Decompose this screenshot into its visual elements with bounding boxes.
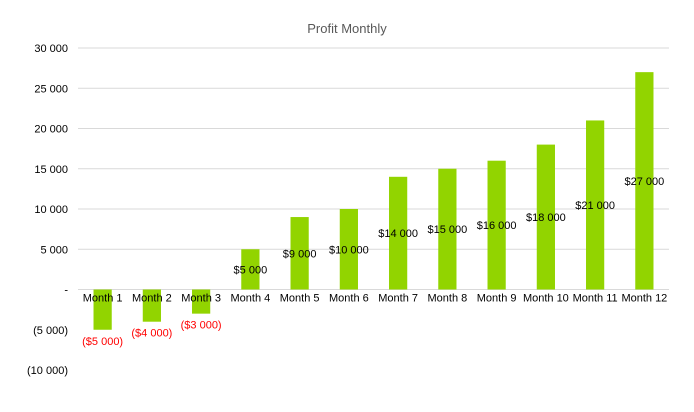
category-label: Month 7 (378, 293, 418, 305)
data-label: $21 000 (575, 200, 615, 212)
y-tick-label: 15 000 (34, 164, 68, 176)
y-axis: 30 000 25 000 20 000 15 000 10 000 5 000 - (5 0… (27, 43, 68, 377)
bar (536, 144, 555, 290)
y-tick-label: (10 000) (27, 365, 68, 377)
bar (438, 168, 457, 290)
bar (290, 217, 309, 290)
gridlines (78, 47, 669, 290)
data-label: $14 000 (378, 228, 418, 240)
y-tick-label: 10 000 (34, 204, 68, 216)
y-tick-label: - (64, 285, 68, 297)
bar (339, 209, 358, 290)
category-label: Month 11 (573, 293, 618, 305)
bar (635, 72, 654, 290)
data-label: $5 000 (234, 264, 268, 276)
data-label: $15 000 (427, 224, 467, 236)
data-label: $16 000 (477, 220, 517, 232)
y-tick-label: 5 000 (40, 244, 68, 256)
data-label: $9 000 (283, 248, 317, 260)
data-labels: ($5 000) ($4 000) ($3 000) $5 000 $9 000 $10 … (82, 176, 664, 348)
bar (241, 249, 260, 290)
data-label: ($5 000) (82, 336, 123, 348)
data-label: $18 000 (526, 212, 566, 224)
data-label: $27 000 (624, 176, 664, 188)
bar (487, 160, 506, 290)
x-axis: Month 1 Month 2 Month 3 Month 4 Month 5 Month… (83, 293, 668, 305)
category-label: Month 10 (523, 293, 569, 305)
data-label: ($4 000) (131, 328, 172, 340)
y-tick-label: (5 000) (33, 325, 68, 337)
category-label: Month 2 (132, 293, 172, 305)
category-label: Month 5 (280, 293, 320, 305)
data-label: ($3 000) (181, 320, 222, 332)
category-label: Month 1 (83, 293, 123, 305)
y-tick-label: 20 000 (34, 124, 68, 136)
bar (142, 289, 161, 322)
chart-title: Profit Monthly (307, 21, 387, 36)
category-label: Month 6 (329, 293, 369, 305)
category-label: Month 12 (621, 293, 667, 305)
category-label: Month 4 (231, 293, 271, 305)
data-label: $10 000 (329, 244, 369, 256)
y-tick-label: 25 000 (34, 83, 68, 95)
bar (93, 289, 112, 330)
category-label: Month 8 (428, 293, 468, 305)
category-label: Month 9 (477, 293, 517, 305)
bar (389, 176, 408, 290)
bar (586, 120, 605, 290)
bars (93, 72, 654, 330)
bar (192, 289, 211, 314)
category-label: Month 3 (181, 293, 221, 305)
y-tick-label: 30 000 (34, 43, 68, 55)
